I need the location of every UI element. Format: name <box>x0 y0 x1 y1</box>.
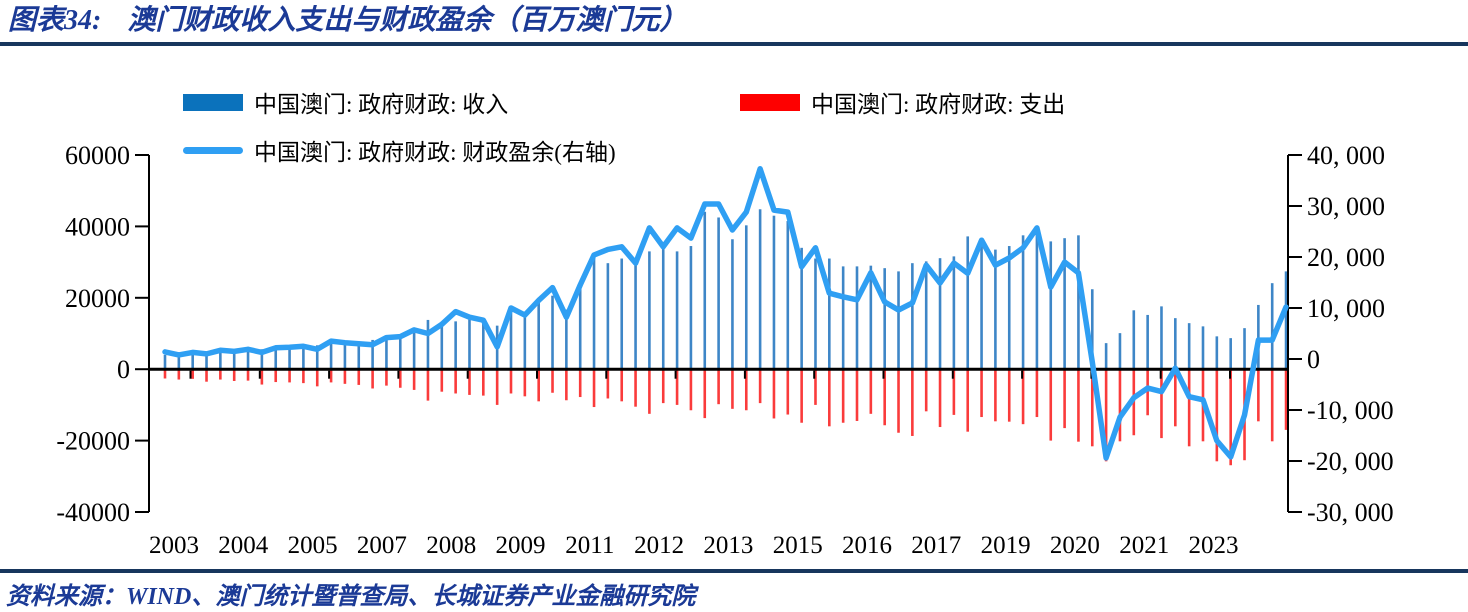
revenue-swatch-icon <box>183 93 243 111</box>
source-note: 资料来源：WIND、澳门统计暨普查局、长城证券产业金融研究院 <box>6 584 696 610</box>
title-divider <box>0 42 1468 46</box>
svg-text:2009: 2009 <box>496 532 546 559</box>
legend-surplus-label: 中国澳门: 政府财政: 财政盈余(右轴) <box>254 140 616 165</box>
legend-expense-label: 中国澳门: 政府财政: 支出 <box>811 92 1066 117</box>
expense-swatch-icon <box>740 93 800 111</box>
revenue-bars <box>163 209 1288 370</box>
svg-text:60000: 60000 <box>65 141 130 170</box>
legend-item-surplus: 中国澳门: 政府财政: 财政盈余(右轴) <box>183 135 616 165</box>
svg-text:-30, 000: -30, 000 <box>1307 498 1394 527</box>
left-axis: 60000 40000 20000 0 -20000 -40000 <box>56 141 150 527</box>
svg-text:2005: 2005 <box>288 532 338 559</box>
right-axis: 40, 000 30, 000 20, 000 10, 000 0 -10, 000 -20… <box>1287 141 1394 527</box>
svg-text:30, 000: 30, 000 <box>1307 192 1385 221</box>
surplus-line <box>162 166 1289 461</box>
svg-text:2011: 2011 <box>565 532 614 559</box>
legend-item-revenue: 中国澳门: 政府财政: 收入 <box>183 87 508 117</box>
svg-text:2003: 2003 <box>149 532 199 559</box>
legend-revenue-label: 中国澳门: 政府财政: 收入 <box>254 92 509 117</box>
svg-text:2004: 2004 <box>218 532 269 559</box>
svg-text:-10, 000: -10, 000 <box>1307 396 1394 425</box>
page-title: 图表34: 澳门财政收入支出与财政盈余（百万澳门元） <box>8 4 687 38</box>
figure-title-text: 澳门财政收入支出与财政盈余（百万澳门元） <box>127 5 688 36</box>
svg-text:0: 0 <box>1307 345 1320 374</box>
svg-text:2007: 2007 <box>357 532 407 559</box>
x-axis-labels: 2003 2004 2005 2007 2008 2009 2011 2012 2013 2015… <box>149 532 1239 559</box>
source-divider <box>0 569 1468 573</box>
legend-item-expense: 中国澳门: 政府财政: 支出 <box>740 87 1065 117</box>
svg-text:-20, 000: -20, 000 <box>1307 447 1394 476</box>
svg-text:2012: 2012 <box>634 532 684 559</box>
svg-text:2021: 2021 <box>1119 532 1169 559</box>
svg-text:-40000: -40000 <box>56 498 130 527</box>
figure-number: 图表34: <box>8 5 102 36</box>
svg-text:20, 000: 20, 000 <box>1307 243 1385 272</box>
svg-text:10, 000: 10, 000 <box>1307 294 1385 323</box>
svg-text:-20000: -20000 <box>56 427 130 456</box>
svg-text:2015: 2015 <box>773 532 823 559</box>
svg-text:2008: 2008 <box>426 532 476 559</box>
surplus-line-swatch-icon <box>183 146 243 154</box>
svg-text:2017: 2017 <box>911 532 961 559</box>
svg-text:2019: 2019 <box>981 532 1031 559</box>
svg-text:2020: 2020 <box>1050 532 1100 559</box>
svg-text:20000: 20000 <box>65 284 130 313</box>
svg-text:2013: 2013 <box>703 532 753 559</box>
svg-text:2023: 2023 <box>1189 532 1239 559</box>
svg-text:40000: 40000 <box>65 212 130 241</box>
expense-bars <box>163 369 1288 466</box>
svg-text:40, 000: 40, 000 <box>1307 141 1385 170</box>
svg-text:2016: 2016 <box>842 532 892 559</box>
svg-text:0: 0 <box>117 355 130 384</box>
